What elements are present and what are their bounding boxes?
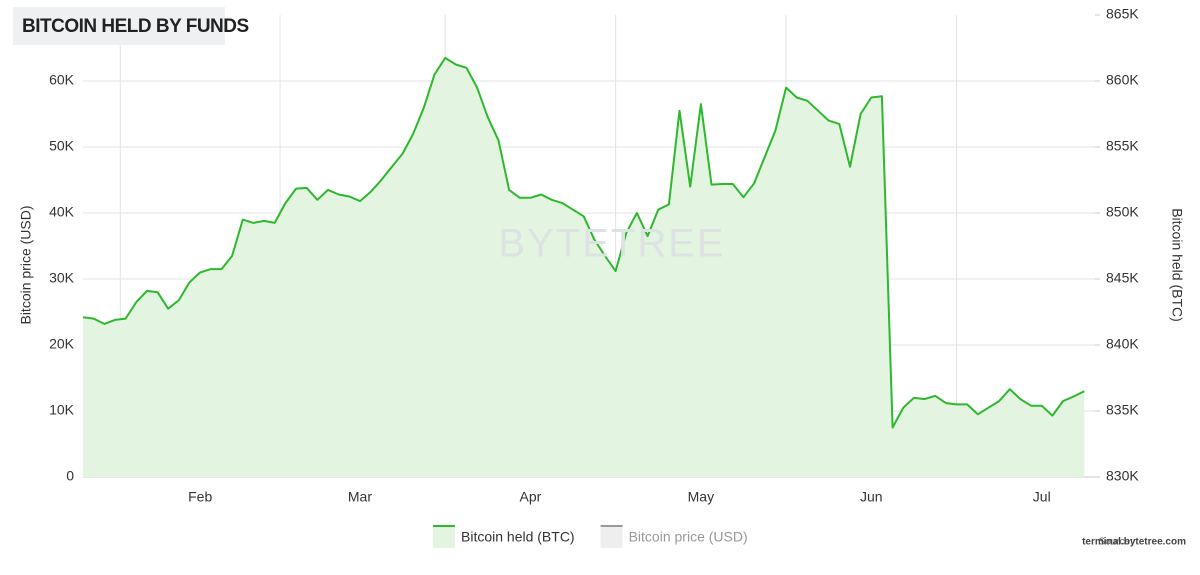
title-box [13,7,225,45]
y-axis-title: Bitcoin price (USD) [18,205,34,324]
y-tick-label: 40K [49,204,75,220]
legend-swatch [433,526,455,548]
chart-title: BITCOIN HELD BY FUNDS [22,16,249,37]
x-tick-label: Feb [188,489,212,505]
y2-tick-label: 840K [1106,336,1139,352]
x-tick-label: Jun [860,489,883,505]
legend-item[interactable]: Bitcoin price (USD) [600,525,748,548]
y2-tick-label: 845K [1106,270,1139,286]
y-tick-label: 50K [49,138,75,154]
y2-tick-label: 850K [1106,204,1139,220]
x-tick-label: Apr [520,489,542,505]
y2-tick-label: 830K [1106,468,1139,484]
y2-tick-label: 835K [1106,402,1139,418]
y2-tick-label: 860K [1106,72,1139,88]
y2-tick-label: 865K [1106,6,1139,22]
watermark: BYTETREE [498,222,725,266]
legend-label: Bitcoin held (BTC) [461,529,575,545]
legend-swatch [600,526,623,548]
source-link: terminal.bytetree.com [1082,537,1186,548]
legend-label: Bitcoin price (USD) [629,529,748,545]
y2-axis-title: Bitcoin held (BTC) [1169,208,1185,322]
y-tick-label: 20K [49,336,75,352]
x-tick-label: May [688,489,714,505]
y-tick-label: 10K [49,402,75,418]
x-tick-label: Mar [348,489,372,505]
y-tick-label: 30K [49,270,75,286]
line [82,56,1085,429]
area [83,57,1085,478]
plot [82,56,1085,478]
y-tick-label: 60K [49,72,75,88]
y2-tick-label: 855K [1106,138,1139,154]
y-tick-label: 0 [66,468,74,484]
legend-item[interactable]: Bitcoin held (BTC) [433,525,575,548]
source-prefix: Source: [1099,537,1133,548]
x-tick-label: Jul [1033,489,1051,505]
legend: Bitcoin held (BTC) Bitcoin price (USD) [433,525,748,548]
